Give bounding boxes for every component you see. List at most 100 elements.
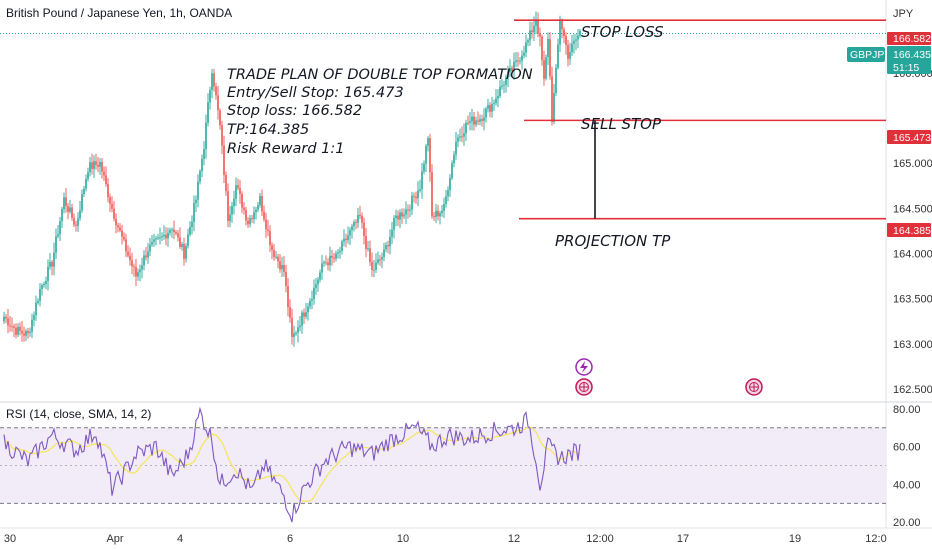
candle-body [487, 105, 489, 109]
candle-body [575, 39, 577, 41]
candle-body [25, 330, 27, 336]
candle-body [407, 209, 409, 211]
candle-body [515, 60, 517, 62]
candle-body [211, 73, 213, 90]
candle-body [267, 229, 269, 232]
candle-body [505, 77, 507, 85]
candle-body [13, 326, 15, 328]
candle-body [541, 36, 543, 61]
candle-body [147, 251, 149, 258]
candle-body [491, 103, 493, 112]
candle-body [217, 95, 219, 111]
rsi-tick-label: 20.00 [893, 517, 921, 529]
candle-body [501, 85, 503, 87]
candle-body [117, 225, 119, 228]
candle-body [183, 243, 185, 259]
candle-body [551, 76, 553, 122]
candle-body [19, 326, 21, 331]
candle-body [555, 67, 557, 94]
candle-body [461, 136, 463, 138]
candle-body [539, 33, 541, 37]
candle-body [247, 220, 249, 225]
candle-body [137, 272, 139, 277]
candle-body [401, 212, 403, 217]
candle-body [237, 185, 239, 189]
price-tick-label: 164.000 [893, 248, 932, 260]
candle-body [163, 234, 165, 237]
candle-body [203, 149, 205, 159]
candle-body [313, 287, 315, 300]
candle-body [51, 261, 53, 267]
candle-body [251, 218, 253, 220]
candle-body [427, 138, 429, 146]
candle-body [485, 108, 487, 118]
candle-body [383, 249, 385, 258]
candle-body [261, 196, 263, 212]
candle-body [345, 238, 347, 241]
candle-body [195, 199, 197, 203]
price-tick-label: 163.500 [893, 294, 932, 306]
candle-body [307, 306, 309, 313]
plan-stop: Stop loss: 166.582 [227, 103, 362, 119]
candle-body [363, 222, 365, 237]
candle-body [281, 264, 283, 270]
candle-body [497, 95, 499, 99]
candle-body [493, 103, 495, 105]
svg-text:GBPJPY: GBPJPY [850, 49, 891, 61]
candle-body [565, 36, 567, 45]
candle-body [37, 300, 39, 303]
candle-body [467, 122, 469, 124]
candle-body [101, 161, 103, 172]
price-axis: 166.000165.000164.500164.000163.500163.0… [893, 68, 932, 396]
currency-label: JPY [893, 8, 914, 20]
candle-body [371, 261, 373, 270]
candle-body [343, 238, 345, 242]
candle-body [95, 161, 97, 165]
candle-body [423, 163, 425, 172]
candle-body [533, 25, 535, 33]
plan-tp: TP:164.385 [227, 122, 309, 138]
candle-body [339, 250, 341, 253]
candle-body [235, 185, 237, 199]
candle-body [11, 326, 13, 328]
candle-body [227, 191, 229, 221]
candle-body [529, 30, 531, 41]
candle-body [511, 67, 513, 72]
candle-body [153, 239, 155, 243]
candle-body [65, 197, 67, 207]
globe-icon[interactable] [745, 378, 763, 396]
globe-icon[interactable] [575, 378, 593, 396]
candle-body [419, 189, 421, 191]
rsi-label: RSI (14, close, SMA, 14, 2) [6, 407, 151, 421]
candle-body [355, 221, 357, 223]
candle-body [277, 256, 279, 262]
candle-body [421, 171, 423, 190]
candle-body [403, 214, 405, 217]
candle-body [187, 234, 189, 246]
candle-body [331, 255, 333, 258]
candle-body [61, 209, 63, 222]
candle-body [221, 125, 223, 146]
candle-body [415, 196, 417, 199]
candle-body [283, 264, 285, 273]
candle-body [577, 35, 579, 40]
candle-body [387, 245, 389, 247]
candle-body [215, 86, 217, 96]
candle-body [519, 60, 521, 62]
candle-body [479, 119, 481, 122]
candle-body [181, 243, 183, 247]
candle-body [129, 255, 131, 261]
candle-body [569, 52, 571, 59]
lightning-icon[interactable] [575, 358, 593, 376]
candle-body [103, 171, 105, 176]
candle-body [219, 110, 221, 126]
time-tick-label: 19 [789, 533, 801, 545]
candle-body [463, 133, 465, 137]
candle-body [315, 284, 317, 288]
candle-body [397, 215, 399, 220]
candle-body [81, 194, 83, 211]
candle-body [269, 231, 271, 246]
candle-body [457, 137, 459, 142]
candle-body [99, 161, 101, 167]
